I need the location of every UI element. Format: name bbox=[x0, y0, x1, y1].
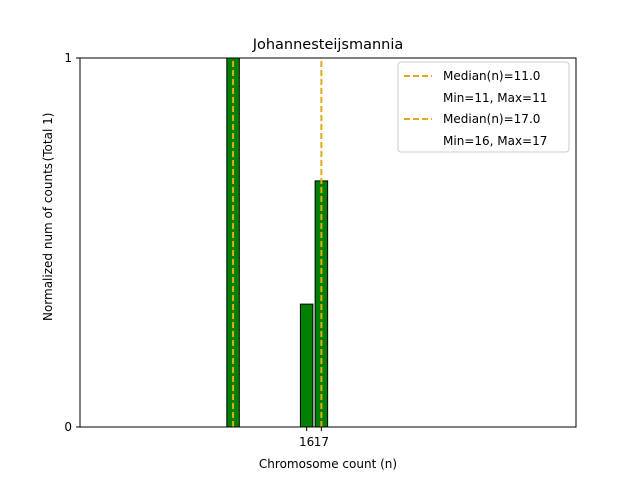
y-tick-label-1: 1 bbox=[64, 51, 72, 65]
x-tick-label-16: 16 bbox=[299, 435, 314, 449]
legend: Median(n)=11.0 Min=11, Max=11 Median(n)=… bbox=[397, 61, 570, 153]
bars-layer bbox=[226, 57, 329, 428]
legend-range-label-2: Min=16, Max=17 bbox=[443, 134, 547, 148]
legend-range-label-1: Min=11, Max=11 bbox=[443, 91, 547, 105]
plot-area-frame bbox=[79, 57, 577, 428]
x-tick-label-17: 17 bbox=[314, 435, 329, 449]
chart-title: Johannesteijsmannia bbox=[252, 37, 404, 53]
y-axis: 01 bbox=[64, 51, 80, 434]
bar-16 bbox=[299, 303, 314, 428]
legend-box bbox=[397, 61, 570, 153]
legend-median-label-1: Median(n)=11.0 bbox=[443, 69, 540, 83]
y-axis-label-total: (Total 1) bbox=[41, 113, 55, 162]
legend-median-label-2: Median(n)=17.0 bbox=[443, 112, 540, 126]
y-tick-label-0: 0 bbox=[64, 420, 72, 434]
x-axis-label: Chromosome count (n) bbox=[259, 457, 397, 471]
x-axis: 16 17 bbox=[299, 427, 329, 449]
y-axis-label: Normalized num of counts bbox=[41, 163, 55, 321]
median-lines-layer bbox=[232, 58, 323, 427]
